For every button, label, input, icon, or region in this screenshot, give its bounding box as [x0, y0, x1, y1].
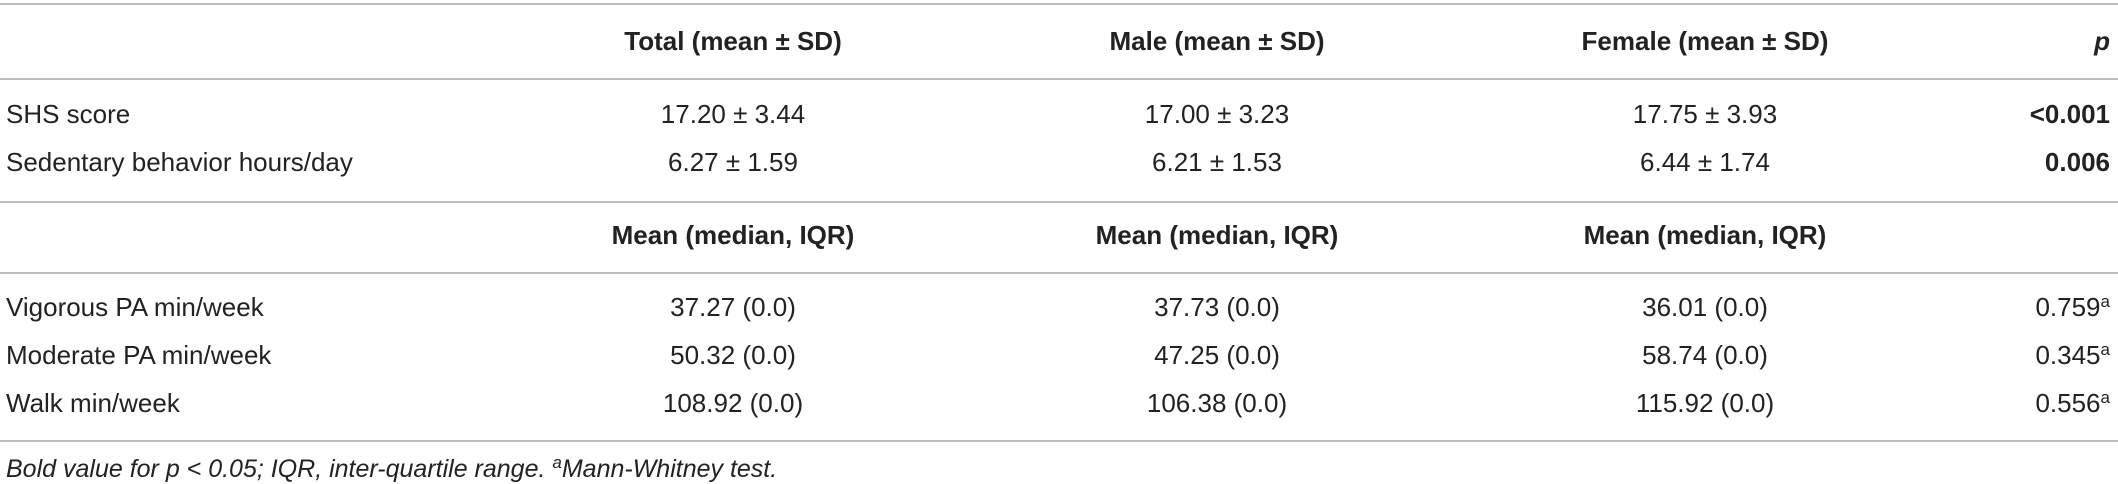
- col-header: Mean (median, IQR): [611, 220, 855, 250]
- cell: 37.27 (0.0): [670, 292, 796, 322]
- cell: 47.25 (0.0): [1154, 340, 1280, 370]
- cell: 17.20 ± 3.44: [660, 99, 806, 129]
- col-header: Male (mean ± SD): [1109, 26, 1325, 56]
- row-label: Sedentary behavior hours/day: [6, 147, 353, 177]
- p-value: 0.006: [2044, 147, 2110, 177]
- row-label: SHS score: [6, 99, 131, 129]
- p-text: 0.759: [2035, 292, 2101, 322]
- cell: 36.01 (0.0): [1642, 292, 1768, 322]
- rule: [0, 3, 2118, 5]
- col-header: Total (mean ± SD): [624, 26, 842, 56]
- footnote-text: Bold value for p < 0.05; IQR, inter-quar…: [6, 455, 553, 483]
- cell: 58.74 (0.0): [1642, 340, 1768, 370]
- p-text: 0.345: [2035, 340, 2101, 370]
- cell: 6.27 ± 1.59: [668, 147, 798, 177]
- col-header: Female (mean ± SD): [1581, 26, 1829, 56]
- col-header: Mean (median, IQR): [1583, 220, 1827, 250]
- cell: 17.00 ± 3.23: [1144, 99, 1290, 129]
- rule: [0, 78, 2118, 80]
- p-value: <0.001: [2029, 99, 2110, 129]
- col-header: p: [2094, 26, 2110, 56]
- p-value: 0.556a: [2035, 388, 2110, 418]
- p-text: 0.556: [2035, 388, 2101, 418]
- superscript: a: [2100, 292, 2110, 311]
- rule: [0, 201, 2118, 203]
- footnote: Bold value for p < 0.05; IQR, inter-quar…: [6, 454, 777, 484]
- cell: 50.32 (0.0): [670, 340, 796, 370]
- cell: 6.21 ± 1.53: [1152, 147, 1282, 177]
- row-label: Walk min/week: [6, 388, 180, 418]
- p-value: 0.345a: [2035, 340, 2110, 370]
- superscript: a: [552, 453, 562, 472]
- footnote-text: Mann-Whitney test.: [561, 455, 778, 483]
- col-header: Mean (median, IQR): [1095, 220, 1339, 250]
- cell: 37.73 (0.0): [1154, 292, 1280, 322]
- cell: 108.92 (0.0): [662, 388, 804, 418]
- rule: [0, 440, 2118, 442]
- superscript: a: [2100, 388, 2110, 407]
- rule: [0, 272, 2118, 274]
- cell: 115.92 (0.0): [1635, 388, 1775, 418]
- superscript: a: [2100, 340, 2110, 359]
- p-value: 0.759a: [2035, 292, 2110, 322]
- cell: 106.38 (0.0): [1146, 388, 1288, 418]
- cell: 17.75 ± 3.93: [1632, 99, 1778, 129]
- row-label: Vigorous PA min/week: [6, 292, 264, 322]
- cell: 6.44 ± 1.74: [1640, 147, 1770, 177]
- row-label: Moderate PA min/week: [6, 340, 272, 370]
